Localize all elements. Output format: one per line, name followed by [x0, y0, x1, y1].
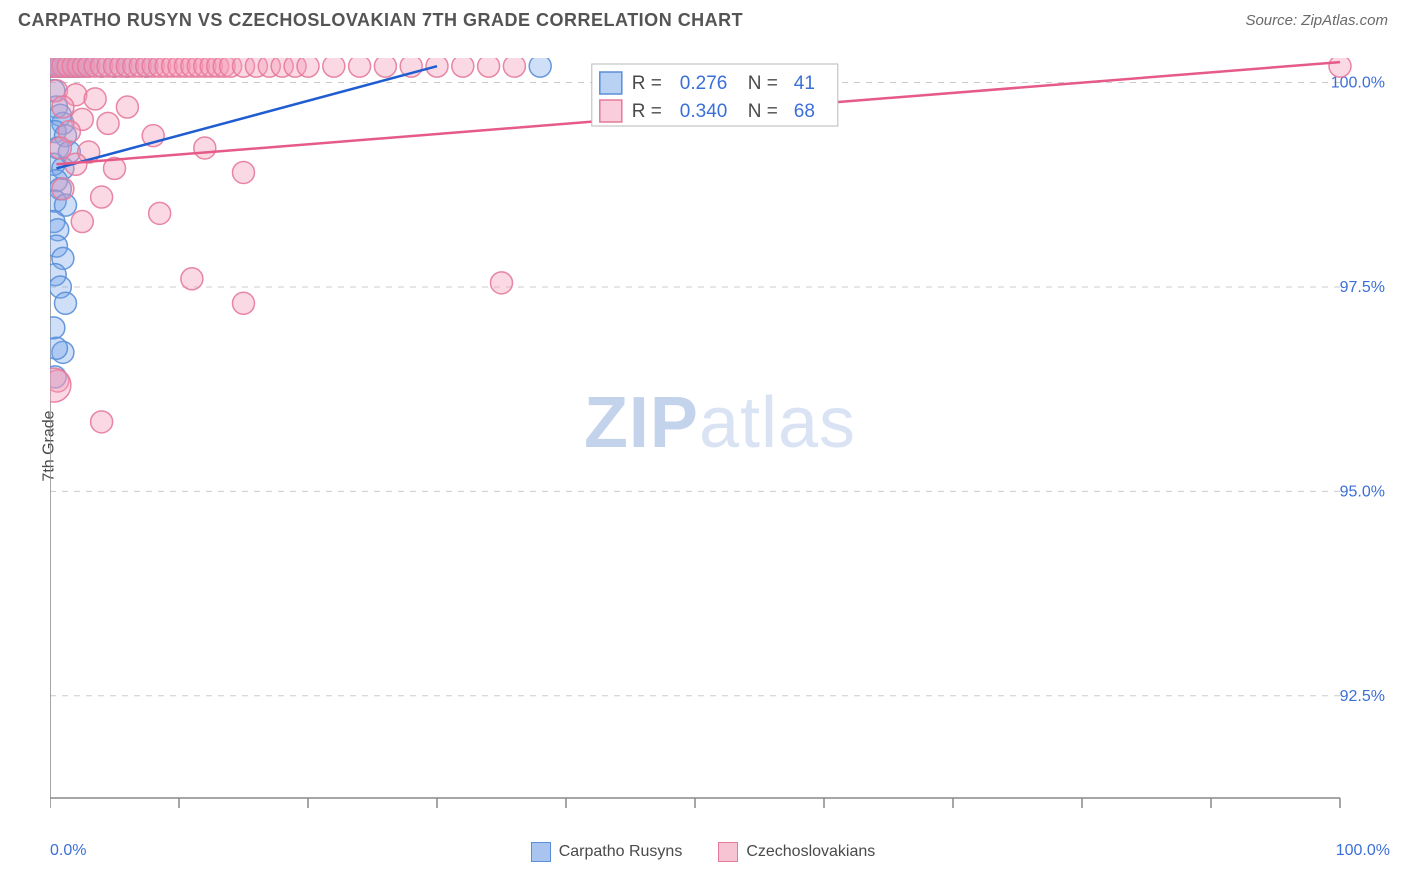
svg-text:N =: N =: [748, 73, 778, 94]
svg-text:97.5%: 97.5%: [1340, 279, 1385, 296]
legend-label-1: Czechoslovakians: [746, 843, 875, 860]
chart-title: CARPATHO RUSYN VS CZECHOSLOVAKIAN 7TH GR…: [18, 10, 743, 31]
svg-text:41: 41: [794, 73, 815, 94]
svg-text:95.0%: 95.0%: [1340, 483, 1385, 500]
source-attribution: Source: ZipAtlas.com: [1245, 12, 1388, 29]
svg-text:0.276: 0.276: [680, 73, 728, 94]
svg-text:68: 68: [794, 101, 815, 122]
legend-label-0: Carpatho Rusyns: [559, 843, 683, 860]
legend-item-carpatho: Carpatho Rusyns: [531, 842, 683, 862]
legend-swatch-pink: [718, 842, 738, 862]
svg-text:92.5%: 92.5%: [1340, 688, 1385, 705]
chart-area: 92.5%95.0%97.5%100.0%R =0.276N =41R =0.3…: [50, 58, 1390, 818]
legend-swatch-blue: [531, 842, 551, 862]
legend-item-czech: Czechoslovakians: [718, 842, 875, 862]
scatter-plot: 92.5%95.0%97.5%100.0%R =0.276N =41R =0.3…: [50, 58, 1390, 818]
bottom-legend: Carpatho Rusyns Czechoslovakians: [0, 842, 1406, 862]
svg-text:0.340: 0.340: [680, 101, 728, 122]
header: CARPATHO RUSYN VS CZECHOSLOVAKIAN 7TH GR…: [0, 0, 1406, 37]
svg-text:R =: R =: [632, 101, 662, 122]
svg-text:R =: R =: [632, 73, 662, 94]
svg-text:N =: N =: [748, 101, 778, 122]
